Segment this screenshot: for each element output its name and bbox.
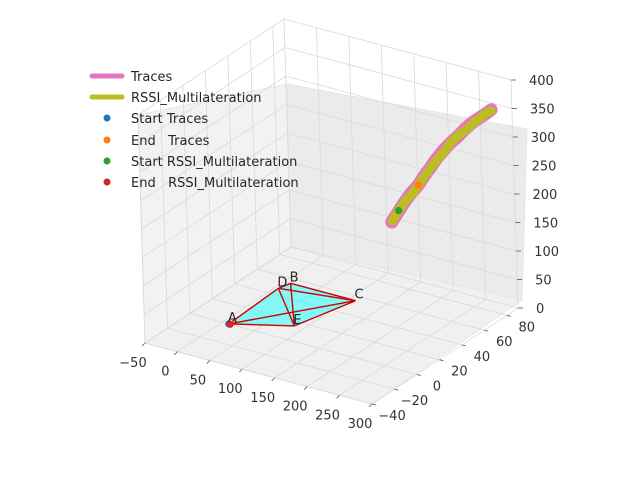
y-tick-mark: [416, 374, 422, 376]
anchor-label-D: D: [277, 275, 287, 290]
z-tick-label: 300: [531, 131, 556, 146]
grid-line-z: [144, 246, 519, 344]
y-tick-mark: [394, 388, 399, 391]
legend-marker-end-traces: [103, 136, 111, 144]
grid-line-z: [138, 47, 512, 144]
grid-line-z: [141, 132, 515, 230]
x-tick-label: 200: [283, 400, 308, 415]
x-tick-label: 0: [161, 365, 169, 380]
marker-end-rssi-multilateration: [226, 320, 234, 328]
y-tick-mark: [484, 329, 489, 332]
grid-line-z: [137, 18, 512, 116]
y-tick-label: 80: [518, 320, 535, 335]
y-tick-mark: [371, 403, 377, 406]
marker-layer: [225, 181, 422, 328]
grid-line-z: [139, 75, 513, 173]
x-tick-mark: [141, 342, 146, 347]
y-tick-mark: [506, 314, 511, 317]
x-axis-ticks: −50 0 50 100 150 200 250 300: [119, 342, 373, 432]
x-tick-label: 150: [250, 391, 275, 406]
legend-label-end-rssi: End RSSI_Multilateration: [131, 176, 299, 191]
grid-line-z: [140, 104, 514, 201]
x-tick-mark: [336, 395, 340, 399]
anchor-edge-AD: [228, 287, 279, 325]
z-tick-label: 50: [535, 274, 552, 289]
z-axis-ticks: 0 50 100 150 200 250 300 350 400: [511, 74, 559, 317]
legend-label-traces: Traces: [130, 70, 172, 85]
y-tick-label: 0: [433, 379, 441, 394]
z-tick-label: 100: [534, 245, 559, 260]
x-tick-mark: [239, 368, 243, 373]
anchor-edge-EA: [228, 323, 295, 327]
legend-label-end-traces: End Traces: [131, 134, 210, 149]
grid-line-z: [143, 218, 518, 315]
y-tick-label: 40: [474, 350, 491, 365]
y-tick-label: −40: [378, 409, 405, 424]
x-tick-label: −50: [119, 356, 146, 371]
legend-marker-start-traces: [103, 114, 111, 122]
anchor-label-C: C: [354, 288, 363, 303]
z-tick-label: 350: [530, 103, 555, 118]
z-tick-label: 250: [532, 160, 557, 175]
legend-marker-start-rssi: [103, 157, 111, 165]
legend-marker-end-rssi: [103, 178, 111, 186]
z-tick-label: 150: [533, 217, 558, 232]
series-line-rssi-multilateration: [387, 106, 496, 226]
anchor-labels: A B C D E: [228, 270, 364, 328]
x-tick-label: 300: [348, 417, 373, 432]
legend-label-rssi: RSSI_Multilateration: [131, 91, 262, 106]
z-tick-label: 400: [529, 74, 554, 89]
anchor-label-E: E: [293, 313, 301, 328]
anchor-edge-BC: [290, 282, 356, 302]
x-tick-mark: [174, 351, 178, 355]
marker-start-rssi-multilateration: [395, 206, 403, 215]
y-tick-label: 20: [451, 365, 468, 380]
series-layer: [385, 103, 498, 229]
anchor-edge-DE: [277, 288, 295, 327]
x-tick-mark: [303, 386, 308, 390]
legend-label-start-rssi: Start RSSI_Multilateration: [131, 155, 297, 170]
marker-end-traces: [414, 181, 422, 189]
anchor-edge-AC: [228, 300, 356, 325]
anchor-edge-DB: [278, 282, 291, 289]
y-axis-ticks: −40−20 0 20 40 60 80: [371, 314, 535, 424]
x-tick-label: 50: [190, 373, 207, 388]
x-tick-mark: [271, 377, 275, 382]
y-tick-label: 60: [496, 335, 513, 350]
anchor-label-A: A: [228, 311, 237, 326]
y-tick-mark: [461, 344, 466, 347]
legend-label-start-traces: Start Traces: [131, 112, 208, 127]
anchor-edge-BE: [289, 283, 296, 326]
anchor-label-B: B: [290, 270, 299, 285]
grid-line-z: [142, 161, 516, 258]
z-tick-label: 0: [536, 302, 544, 317]
anchor-edge-CE: [294, 300, 356, 327]
legend: Traces RSSI_Multilateration Start Traces…: [89, 70, 299, 191]
x-tick-label: 100: [218, 382, 243, 397]
anchor-polygon: [228, 282, 356, 327]
x-tick-mark: [368, 403, 373, 408]
x-tick-mark: [206, 360, 211, 364]
y-tick-mark: [439, 359, 444, 362]
z-tick-label: 200: [533, 188, 558, 203]
grid-line-z: [143, 189, 517, 287]
x-tick-label: 250: [315, 408, 340, 423]
y-tick-label: −20: [401, 394, 428, 409]
